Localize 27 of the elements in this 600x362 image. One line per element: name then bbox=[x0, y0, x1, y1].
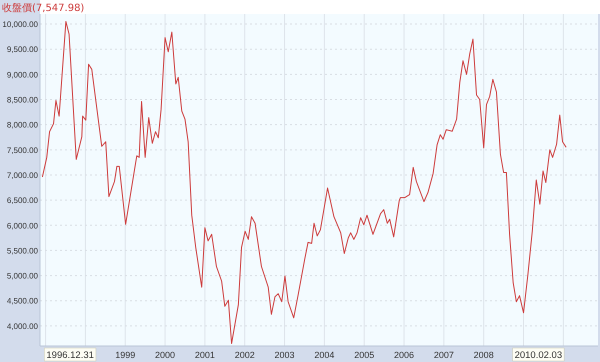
text: 1996.12.31 bbox=[46, 350, 94, 361]
y-tick-label: 8,000.00 bbox=[6, 120, 39, 130]
y-tick-label: 7,500.00 bbox=[6, 146, 39, 155]
x-tick-label: 2001 bbox=[194, 350, 215, 360]
x-tick-label: 2006 bbox=[394, 350, 414, 360]
x-tick-label: 2002 bbox=[234, 350, 255, 360]
x-tick-label: 2000 bbox=[155, 350, 176, 360]
x-tick-label: 2004 bbox=[314, 350, 334, 360]
y-tick-label: 8,500.00 bbox=[6, 96, 39, 105]
y-tick-label: 5,500.00 bbox=[6, 246, 39, 256]
x-tick-label: 2005 bbox=[354, 350, 374, 360]
line-series bbox=[42, 21, 567, 344]
y-tick-label: 6,500.00 bbox=[6, 196, 39, 206]
y-tick-label: 9,000.00 bbox=[6, 70, 39, 80]
y-tick-label: 9,500.00 bbox=[6, 45, 39, 54]
x-tick-label: 2008 bbox=[474, 350, 494, 360]
text: 2010.02.03 bbox=[514, 350, 562, 361]
x-tick-label: 1999 bbox=[115, 350, 136, 360]
chart-title: 收盤價(7,547.98) bbox=[2, 2, 84, 14]
x-tick-label: 2003 bbox=[274, 350, 295, 360]
y-tick-label: 5,000.00 bbox=[6, 272, 39, 281]
y-tick-label: 6,000.00 bbox=[6, 221, 39, 230]
y-tick-label: 4,500.00 bbox=[6, 296, 39, 306]
y-tick-label: 7,000.00 bbox=[6, 170, 39, 180]
y-tick-label: 4,000.00 bbox=[6, 322, 39, 331]
y-tick-label: 10,000.00 bbox=[2, 20, 39, 30]
x-tick-label: 2007 bbox=[434, 350, 454, 360]
